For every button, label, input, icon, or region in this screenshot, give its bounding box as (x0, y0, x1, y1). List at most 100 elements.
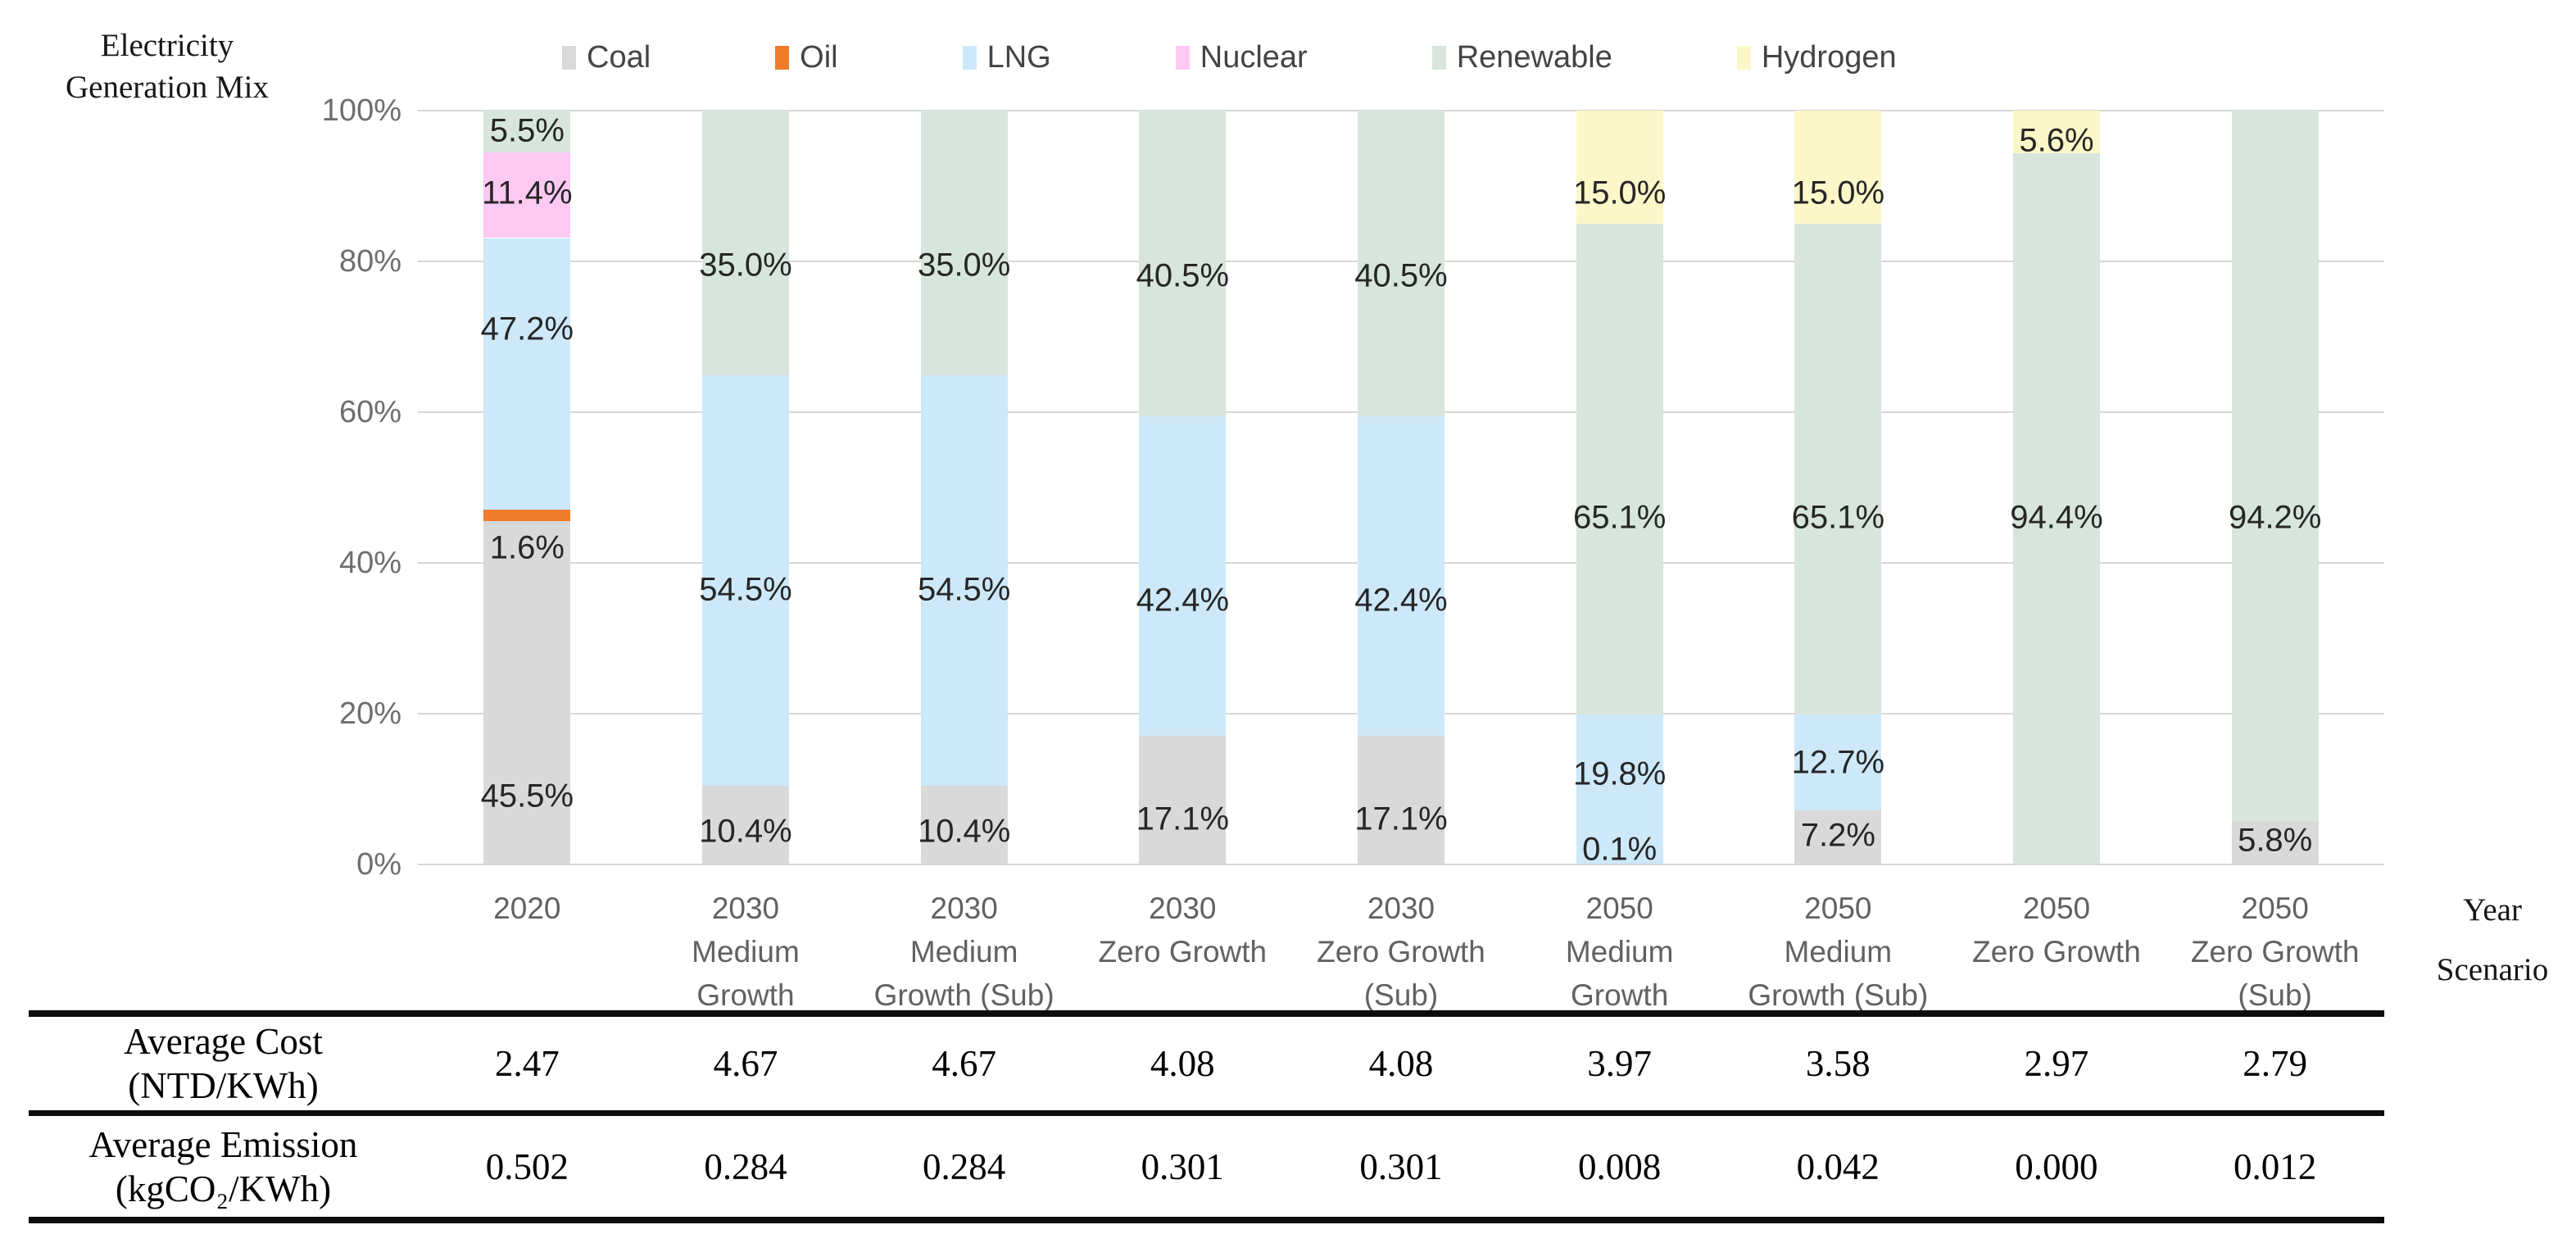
bar-2030-medium-growth (701, 111, 789, 864)
bar-slot-2050-medium-growth-sub: 7.2% 12.7% 65.1% 15.0% (1729, 111, 1948, 864)
gridline-100 (418, 110, 2384, 111)
x-tick-line: Growth (Sub) (873, 978, 1054, 1012)
legend-swatch-hydrogen-icon (1736, 45, 1751, 70)
bar-label-coal: 5.8% (2238, 822, 2313, 859)
bar-segment-lng (1139, 415, 1227, 736)
x-tick-line: Growth (Sub) (1748, 978, 1929, 1012)
legend-label: LNG (986, 39, 1051, 75)
bar-label-renewable: 94.2% (2228, 499, 2322, 536)
bar-label-lng: 54.5% (699, 571, 792, 608)
bar-segment-coal (920, 786, 1008, 864)
x-tick-line: Medium (1784, 935, 1893, 969)
x-tick-2050-zero-growth-sub: 2050 Zero Growth (Sub) (2166, 887, 2384, 1017)
legend-item-lng: LNG (962, 39, 1051, 75)
bar-label-lng: 19.8% (1572, 755, 1667, 792)
bar-label-lng: 47.2% (480, 311, 574, 347)
y-tick-40: 40% (338, 546, 401, 580)
bar-segment-renewable (1357, 111, 1444, 416)
bar-segment-renewable (701, 111, 789, 375)
y-tick-100: 100% (321, 93, 401, 128)
table-value-average-cost-2020: 2.47 (494, 1043, 560, 1084)
x-axis-title-year: Year (2463, 892, 2522, 928)
x-tick-line: (Sub) (2238, 978, 2312, 1012)
bar-label-renewable: 65.1% (1791, 499, 1885, 536)
table-header-average-emission: Average Emission (kgCO₂/KWh) (29, 1123, 418, 1211)
bar-2050-medium-growth-sub (1794, 111, 1882, 864)
bar-segment-coal (1139, 735, 1227, 864)
x-axis-title-scenario: Scenario (2436, 952, 2549, 987)
y-tick-80: 80% (338, 244, 401, 279)
x-tick-line: Growth (696, 978, 795, 1012)
bar-label-oil: 1.6% (489, 529, 565, 566)
bar-label-lng: 54.5% (917, 571, 1011, 608)
bar-label-coal: 17.1% (1136, 801, 1230, 837)
bar-slot-2030-medium-growth: 10.4% 54.5% 35.0% (637, 111, 855, 864)
bar-segment-nuclear (483, 152, 571, 238)
table-value-average-emission-2050-medium-growth-sub: 0.042 (1796, 1145, 1880, 1187)
x-tick-line: (Sub) (1363, 978, 1439, 1012)
legend-label: Renewable (1456, 39, 1612, 75)
table-value-average-cost-2030-medium-growth: 4.67 (713, 1043, 778, 1084)
x-tick-line: Zero Growth (2190, 935, 2360, 969)
legend-swatch-lng-icon (962, 45, 977, 70)
bar-2030-medium-growth-sub (920, 111, 1008, 864)
table-header-line: (NTD/KWh) (128, 1065, 319, 1106)
bar-label-renewable: 40.5% (1354, 257, 1448, 294)
bar-label-lng: 42.4% (1136, 582, 1230, 619)
legend-label: Nuclear (1200, 39, 1308, 75)
bar-label-coal: 10.4% (917, 813, 1011, 850)
legend: Coal Oil LNG Nuclear Renewable Hydrogen (562, 38, 1897, 77)
bar-segment-coal (1357, 735, 1444, 864)
legend-swatch-oil-icon (775, 45, 790, 70)
x-tick-line: 2050 (2022, 891, 2091, 925)
bar-segment-coal (2231, 820, 2319, 864)
y-axis-title: Electricity Generation Mix (65, 28, 269, 105)
bar-slot-2050-medium-growth: 0.1% 19.8% 65.1% 15.0% (1510, 111, 1729, 867)
bar-2030-zero-growth-sub (1357, 111, 1444, 864)
bar-segment-renewable (1576, 224, 1663, 714)
x-tick-2030-zero-growth-sub: 2030 Zero Growth (Sub) (1292, 887, 1511, 1017)
legend-swatch-renewable-icon (1431, 45, 1446, 70)
bar-label-coal: 17.1% (1354, 801, 1448, 837)
bar-segment-lng (920, 374, 1008, 787)
table-value-average-cost-2030-zero-growth-sub: 4.08 (1368, 1043, 1434, 1084)
x-tick-line: 2030 (711, 891, 780, 925)
table-value-average-emission-2020: 0.502 (485, 1145, 569, 1187)
gridline-0 (418, 864, 2384, 865)
table-value-average-emission-2030-zero-growth-sub: 0.301 (1359, 1145, 1443, 1187)
table-value-average-cost-2050-zero-growth: 2.97 (2024, 1043, 2089, 1084)
bar-segment-renewable (2231, 111, 2319, 821)
legend-label: Oil (800, 39, 838, 75)
x-tick-2030-medium-growth: 2030 Medium Growth (637, 887, 855, 1017)
bar-label-lng: 42.4% (1354, 582, 1448, 619)
legend-item-hydrogen: Hydrogen (1736, 40, 1897, 75)
x-tick-line: Medium (909, 935, 1018, 969)
table-row-average-emission: Average Emission (kgCO₂/KWh) 0.502 0.284 0.2… (29, 1110, 2384, 1217)
x-tick-line: Medium (692, 935, 800, 969)
bar-slot-2030-zero-growth-sub: 17.1% 42.4% 40.5% (1292, 111, 1511, 864)
x-tick-line: 2030 (1149, 891, 1217, 925)
bar-segment-lng (1576, 714, 1663, 864)
bar-segment-renewable (1139, 111, 1227, 416)
x-tick-2020: 2020 (418, 887, 637, 930)
bar-label-hydrogen: 15.0% (1572, 175, 1667, 211)
table-value-average-emission-2030-zero-growth: 0.301 (1141, 1145, 1224, 1187)
bar-label-coal: 0.1% (1582, 831, 1658, 868)
x-axis-title: Year Scenario (2410, 891, 2574, 988)
x-tick-line: 2050 (1804, 891, 1872, 925)
table-header-line: Average Emission (88, 1123, 358, 1165)
bar-2050-zero-growth-sub (2231, 111, 2319, 864)
bar-label-hydrogen: 15.0% (1791, 175, 1885, 211)
bar-segment-lng (1357, 415, 1444, 736)
table-value-average-emission-2050-zero-growth-sub: 0.012 (2233, 1145, 2317, 1187)
x-tick-2030-medium-growth-sub: 2030 Medium Growth (Sub) (855, 887, 1073, 1017)
x-tick-line: 2030 (1367, 891, 1435, 925)
bar-2050-medium-growth (1576, 111, 1663, 864)
bar-label-renewable: 94.4% (2010, 499, 2103, 536)
x-tick-line: Growth (1571, 978, 1669, 1012)
x-tick-2050-medium-growth-sub: 2050 Medium Growth (Sub) (1729, 887, 1948, 1017)
bar-label-renewable: 35.0% (699, 247, 792, 284)
x-tick-line: 2020 (493, 891, 561, 925)
bar-label-renewable: 65.1% (1572, 499, 1667, 536)
